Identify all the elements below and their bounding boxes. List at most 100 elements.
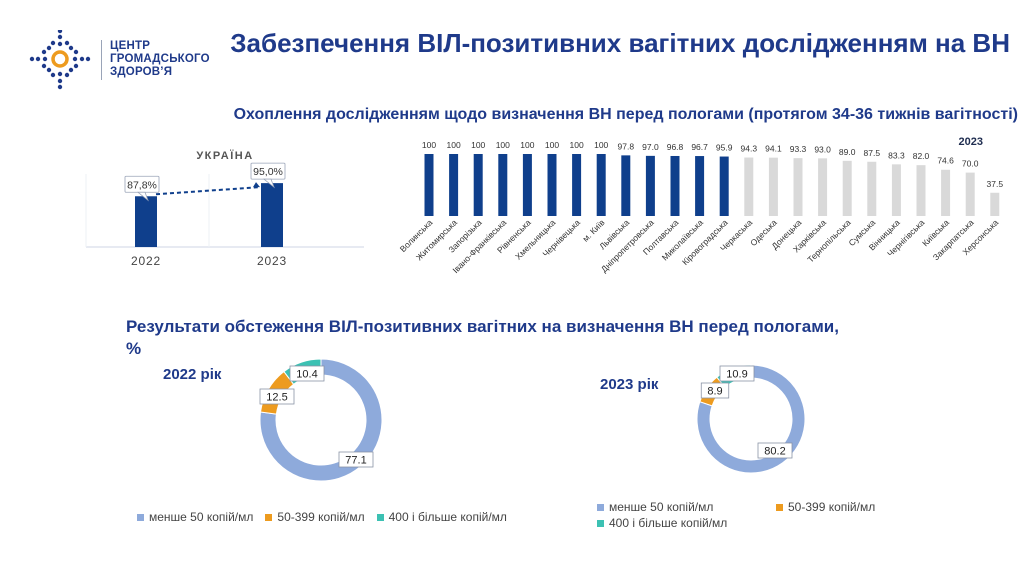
regions-bar-5: [547, 154, 557, 216]
regions-data-label: 100: [545, 140, 559, 150]
logo-icon: [29, 30, 91, 90]
legend-swatch-50-399: [265, 513, 273, 521]
regions-data-label: 96.7: [691, 142, 708, 152]
regions-bar-21: [941, 169, 951, 216]
regions-bar-15: [793, 158, 803, 216]
pie-2022-label-box: [259, 388, 295, 405]
logo-dot: [42, 56, 48, 62]
regions-data-label: 89.0: [839, 147, 856, 157]
regions-bar-chart: 2023100Волинська100Житомирська100Запоріз…: [398, 136, 1004, 275]
pie-2022-slice-0: [259, 358, 383, 482]
regions-data-label: 100: [447, 140, 461, 150]
logo-dot: [72, 56, 78, 62]
regions-bar-9: [645, 155, 655, 216]
legend-label-50-399: 50-399 копій/мл: [788, 500, 876, 514]
logo-dot: [57, 71, 63, 77]
regions-data-label: 100: [471, 140, 485, 150]
ukraine-data-label: 87,8%: [127, 179, 157, 191]
legend-swatch-50-399: [776, 503, 783, 511]
pie-2022-data-label: 77.1: [345, 455, 366, 467]
logo-line-1: ЦЕНТР: [110, 40, 151, 52]
regions-data-label: 100: [570, 140, 584, 150]
legend-2023-lt50: менше 50 копій/мл: [597, 500, 713, 514]
regions-data-label: 100: [594, 140, 608, 150]
page-subtitle: Охоплення дослідженням щодо визначення В…: [233, 106, 1018, 123]
pie-2023-slice-0: [696, 364, 806, 474]
legend-swatch-lt50: [597, 503, 604, 511]
pie-2022-label-box: [338, 451, 374, 468]
regions-data-label: 82.0: [913, 151, 930, 161]
legend-label-lt50: менше 50 копій/мл: [149, 510, 254, 524]
logo-dot: [68, 67, 74, 73]
regions-data-label: 83.3: [888, 150, 905, 160]
regions-bar-20: [916, 165, 926, 216]
logo-dot: [41, 49, 47, 55]
logo-dot: [46, 67, 52, 73]
regions-data-label: 100: [520, 140, 534, 150]
logo-dot: [57, 78, 63, 84]
pie-2022-title: 2022 рік: [163, 366, 222, 383]
regions-bar-4: [522, 154, 532, 216]
pie-2023-label-box: [700, 382, 730, 399]
regions-data-label: 93.3: [790, 144, 807, 154]
ukraine-chart-title: УКРАЇНА: [196, 149, 253, 162]
pie-2022-label-box: [289, 365, 325, 382]
logo-dot: [57, 34, 63, 40]
regions-data-label: 93.0: [814, 144, 831, 154]
pie-2022-data-label: 12.5: [266, 392, 287, 404]
regions-bar-13: [744, 157, 754, 216]
regions-data-label: 94.1: [765, 144, 782, 154]
logo-dot: [57, 84, 63, 90]
logo-dot: [35, 56, 41, 62]
pie-2023-title: 2023 рік: [600, 376, 659, 393]
regions-bar-19: [891, 164, 901, 216]
regions-bar-18: [867, 161, 877, 216]
logo-dot: [50, 40, 56, 46]
regions-data-label: 74.6: [937, 156, 954, 166]
regions-bar-14: [768, 157, 778, 216]
logo-line-3: ЗДОРОВ’Я: [110, 66, 173, 78]
regions-bar-1: [449, 154, 459, 216]
ukraine-tick-label: 2023: [257, 254, 287, 268]
ukraine-label-pointer: [136, 191, 149, 202]
regions-bar-11: [695, 156, 705, 216]
regions-data-label: 87.5: [864, 148, 881, 158]
legend-swatch-400plus: [597, 519, 604, 527]
regions-data-label: 96.8: [667, 142, 684, 152]
logo-ring: [51, 50, 69, 68]
ukraine-bar-chart: УКРАЇНА 87,8% 2022 95,0% 2023: [85, 149, 364, 268]
logo-dot: [73, 49, 79, 55]
regions-bar-23: [990, 192, 1000, 216]
regions-data-label: 97.0: [642, 142, 659, 152]
legend-label-50-399: 50-399 копій/мл: [277, 510, 365, 524]
regions-bar-12: [719, 156, 729, 216]
pie-2022-chart: 77.1 12.5 10.4: [259, 358, 383, 482]
logo-dot: [57, 41, 63, 47]
logo-dot: [64, 72, 70, 78]
regions-bar-10: [670, 155, 680, 216]
regions-bar-22: [965, 172, 975, 216]
regions-data-label: 95.9: [716, 143, 733, 153]
regions-chart-title: 2023: [959, 136, 983, 148]
logo-dot: [46, 45, 52, 51]
regions-bar-0: [424, 154, 434, 216]
results-section-title: Результати обстеження ВІЛ-позитивних ваг…: [126, 317, 839, 358]
logo-divider: [101, 40, 102, 80]
logo-dot: [41, 63, 47, 69]
ukraine-label-pointer: [262, 178, 275, 189]
ukraine-trend-arrow: [253, 182, 260, 188]
regions-bar-8: [621, 155, 631, 216]
regions-bar-6: [572, 154, 582, 216]
pie-2023-data-label: 80.2: [764, 446, 785, 458]
logo-dot: [73, 63, 79, 69]
page-title: Забезпечення ВІЛ-позитивних вагітних дос…: [230, 28, 1010, 58]
regions-bar-16: [818, 158, 828, 216]
pie-2023-label-box: [757, 442, 793, 459]
logo-dot: [29, 56, 35, 62]
logo-dot: [79, 56, 85, 62]
regions-bar-17: [842, 160, 852, 216]
ukraine-data-label: 95,0%: [253, 166, 283, 178]
logo-dot: [64, 40, 70, 46]
logo-dot: [85, 56, 91, 62]
logo-dot: [50, 72, 56, 78]
